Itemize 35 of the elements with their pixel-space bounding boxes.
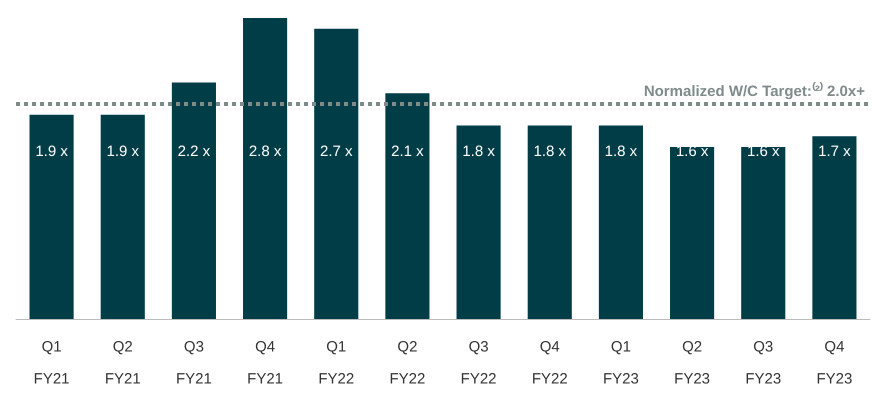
data-label: 2.1 x [391, 143, 424, 160]
x-tick-label: Q1 FY21 [34, 338, 70, 388]
bar [172, 82, 216, 319]
x-tick-label: Q3 FY23 [745, 338, 782, 388]
bar [741, 147, 786, 319]
x-tick-label: Q1 FY22 [318, 338, 354, 388]
x-tick-label: Q3 FY21 [176, 338, 212, 388]
x-tick-label: Q2 FY23 [674, 338, 710, 388]
data-label: 1.8 x [533, 143, 567, 160]
data-label: 2.7 x [320, 143, 354, 160]
data-label: 1.7 x [818, 143, 852, 160]
bar [598, 126, 643, 319]
x-tick-label: Q2 FY22 [389, 338, 426, 388]
data-label: 2.2 x [178, 143, 211, 160]
x-tick-label: Q3 FY22 [460, 338, 497, 388]
x-tick-label: Q4 FY22 [532, 338, 568, 388]
data-label: 2.8 x [248, 143, 282, 160]
bar [30, 114, 74, 319]
bar [456, 126, 501, 319]
ref-line-label: Normalized W/C Target:⁽²⁾ 2.0x+ [644, 82, 866, 100]
bar [670, 147, 714, 319]
bar [243, 18, 288, 319]
bar [812, 136, 856, 319]
bar [385, 93, 430, 319]
x-tick-label: Q2 FY21 [104, 338, 141, 388]
bar [100, 114, 145, 319]
bar [528, 126, 572, 319]
data-label: 1.9 x [106, 143, 140, 160]
data-label: 1.9 x [35, 143, 68, 160]
x-tick-label: Q1 FY23 [602, 338, 639, 388]
x-tick-label: Q4 FY23 [816, 338, 852, 388]
data-label: 1.8 x [462, 143, 496, 160]
data-label: 1.8 x [604, 143, 638, 160]
x-tick-label: Q4 FY21 [247, 338, 284, 388]
bar [314, 28, 358, 319]
